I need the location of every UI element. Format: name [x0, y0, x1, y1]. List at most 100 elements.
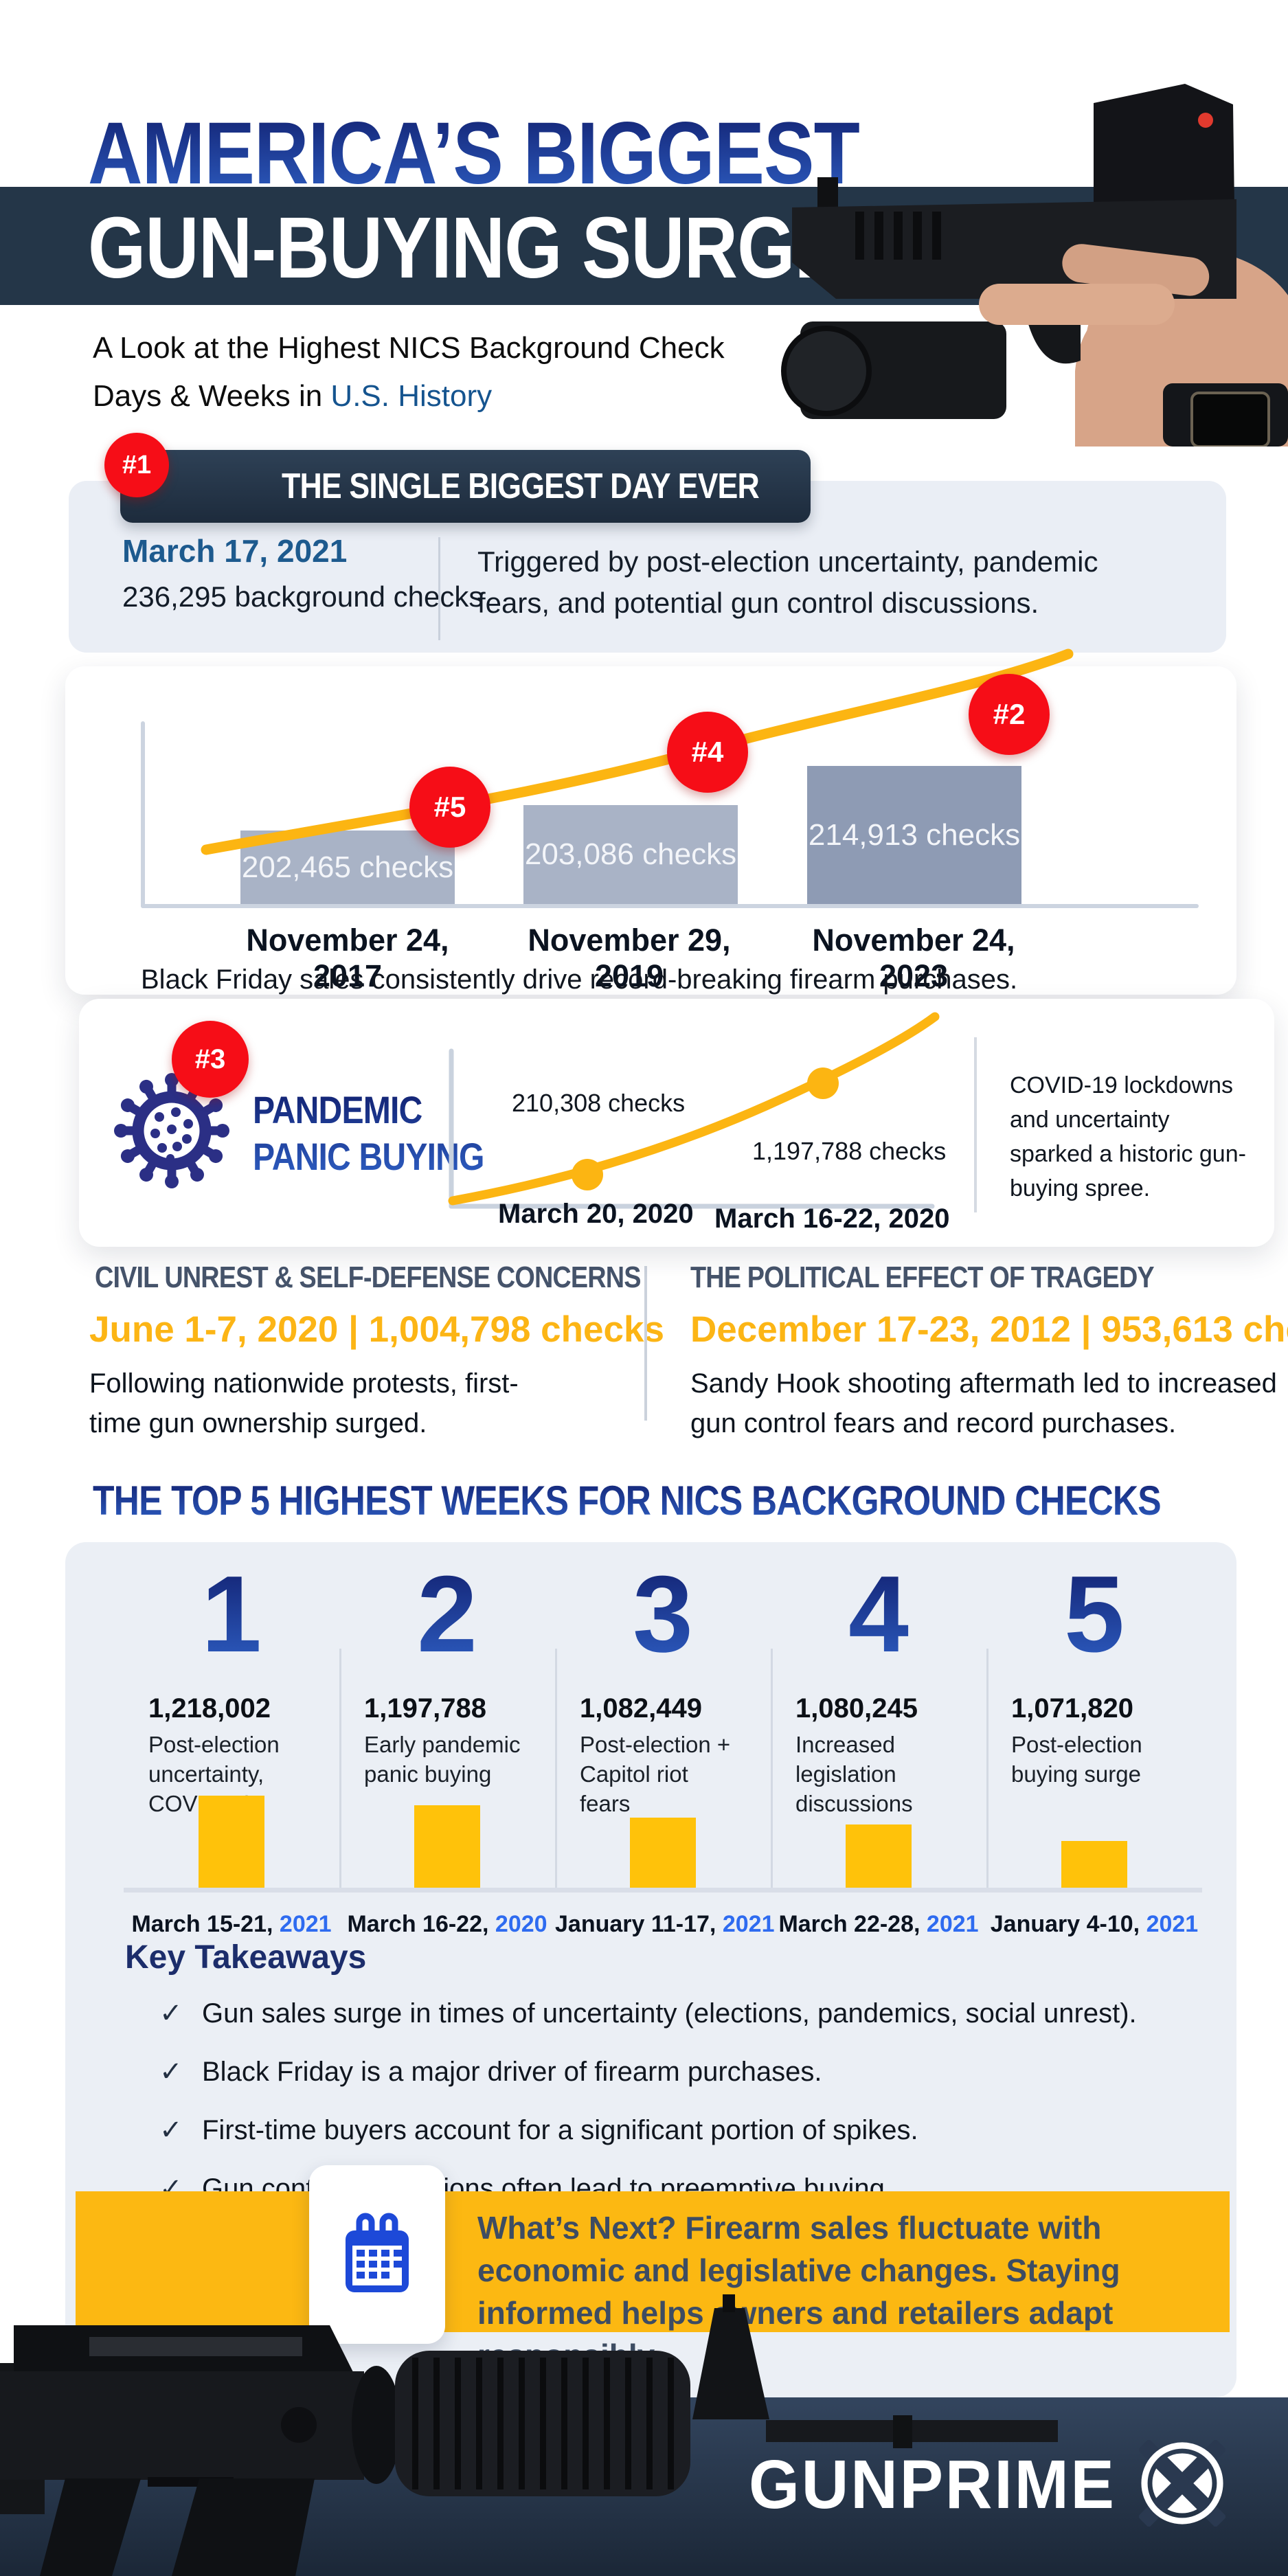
vertical-divider — [438, 537, 440, 640]
pandemic-point1-label: 210,308 checks — [512, 1089, 686, 1117]
chart-x-axis — [141, 904, 1199, 908]
page-title-line2: GUN-BUYING SURGES — [88, 199, 893, 296]
tragedy-stat: December 17-23, 2012 | 953,613 checks — [690, 1309, 1288, 1350]
check-icon: ✓ — [159, 2115, 183, 2145]
rank-badge-3: #3 — [172, 1021, 249, 1098]
takeaways-title: Key Takeaways — [125, 1939, 367, 1976]
week-description: Increased legislation discussions — [795, 1732, 913, 1816]
top5-column-1: 1 1,218,002 Post-election uncertainty, C… — [124, 1556, 339, 1913]
calendar-card — [309, 2165, 445, 2344]
week-date-4: March 22-28, 2021 — [771, 1911, 986, 1938]
virus-icon — [114, 1073, 229, 1188]
subtitle: A Look at the Highest NICS Background Ch… — [93, 324, 725, 420]
rank-badge-5: #5 — [409, 767, 490, 848]
black-friday-caption: Black Friday sales consistently drive re… — [141, 964, 1018, 995]
top5-bar-2 — [414, 1805, 480, 1888]
date-year: 2021 — [926, 1911, 979, 1937]
vertical-divider — [644, 1266, 647, 1421]
single-day-date: March 17, 2021 — [122, 533, 348, 569]
single-day-heading-bar: THE SINGLE BIGGEST DAY EVER — [120, 450, 811, 523]
week-date-1: March 15-21, 2021 — [124, 1911, 339, 1938]
trend-line — [201, 648, 1074, 855]
page-title-line1: AMERICA’S BIGGEST — [88, 104, 860, 203]
top5-bar-4 — [846, 1824, 912, 1888]
pandemic-description: COVID-19 lockdowns and uncertainty spark… — [1010, 1072, 1246, 1201]
black-friday-bar-2017: 202,465 checks — [240, 831, 455, 904]
top5-baseline — [124, 1888, 1202, 1893]
bar-date-2019: November 29, 2019 — [528, 923, 731, 993]
takeaway-item: ✓ Black Friday is a major driver of firea… — [159, 2056, 822, 2088]
top5-column-5: 5 1,071,820 Post-election buying surge — [986, 1556, 1202, 1913]
column-divider — [339, 1649, 341, 1889]
takeaway-text: First-time buyers account for a signific… — [202, 2115, 918, 2145]
date-text: January 11-17, — [555, 1911, 716, 1937]
brand-logo-text: GUNPRIME — [749, 2446, 1116, 2523]
civil-unrest-title: CIVIL UNREST & SELF-DEFENSE CONCERNS — [95, 1261, 641, 1294]
pistol-hero-image — [781, 84, 1288, 447]
date-text: March 22-28, — [778, 1911, 920, 1937]
week-date-2: March 16-22, 2020 — [339, 1911, 555, 1938]
rank-badge-1: #1 — [104, 433, 169, 497]
civil-unrest-description: Following nationwide protests, first-tim… — [89, 1368, 519, 1438]
rank-number: 4 — [771, 1556, 986, 1673]
subtitle-line2: Days & Weeks in — [93, 379, 331, 413]
rifle-image — [0, 2294, 1058, 2576]
brand-logo-mark — [1139, 2440, 1225, 2527]
pandemic-line-chart — [448, 1012, 940, 1209]
week-value: 1,082,449 — [580, 1693, 702, 1724]
rank-number: 2 — [339, 1556, 555, 1673]
pandemic-title-line1: PANDEMIC — [253, 1088, 422, 1131]
week-date-3: January 11-17, 2021 — [555, 1911, 774, 1938]
top5-title: THE TOP 5 HIGHEST WEEKS FOR NICS BACKGRO… — [93, 1478, 1162, 1524]
civil-unrest-stat: June 1-7, 2020 | 1,004,798 checks — [89, 1309, 664, 1350]
bar-date-2023: November 24, 2023 — [812, 923, 1015, 993]
whats-next-banner — [76, 2191, 1230, 2332]
pandemic-point2-date: March 16-22, 2020 — [714, 1204, 950, 1234]
subtitle-highlight: U.S. History — [330, 379, 493, 413]
rank-number: 3 — [555, 1556, 771, 1673]
week-date-5: January 4-10, 2021 — [986, 1911, 1202, 1938]
week-description: Post-election uncertainty, COVID-19 — [148, 1732, 280, 1816]
chart-y-axis — [141, 721, 145, 908]
subtitle-line1: A Look at the Highest NICS Background Ch… — [93, 331, 725, 365]
tragedy-title: THE POLITICAL EFFECT OF TRAGEDY — [690, 1261, 1155, 1294]
check-icon: ✓ — [159, 1998, 183, 2029]
bar-value-label: 202,465 checks — [241, 850, 454, 884]
date-year: 2021 — [1146, 1911, 1199, 1937]
column-divider — [986, 1649, 988, 1889]
calendar-icon — [346, 2213, 409, 2292]
week-description: Post-election buying surge — [1011, 1732, 1142, 1787]
week-value: 1,071,820 — [1011, 1693, 1133, 1724]
week-description: Post-election + Capitol riot fears — [580, 1732, 731, 1816]
top5-column-4: 4 1,080,245 Increased legislation discus… — [771, 1556, 986, 1913]
week-value: 1,080,245 — [795, 1693, 918, 1724]
pandemic-point2-label: 1,197,788 checks — [752, 1137, 947, 1165]
takeaway-text: Gun sales surge in times of uncertainty … — [202, 1998, 1137, 2029]
black-friday-bar-2023: 214,913 checks — [807, 766, 1021, 904]
single-day-heading: THE SINGLE BIGGEST DAY EVER — [282, 466, 760, 506]
single-day-description: Triggered by post-election uncertainty, … — [477, 545, 1098, 619]
bar-value-label: 214,913 checks — [808, 817, 1021, 852]
rank-number: 5 — [986, 1556, 1202, 1673]
black-friday-bar-2019: 203,086 checks — [523, 805, 738, 904]
vertical-divider — [974, 1037, 977, 1212]
date-year: 2021 — [722, 1911, 775, 1937]
column-divider — [771, 1649, 773, 1889]
rank-badge-4: #4 — [667, 712, 748, 793]
top5-bar-3 — [630, 1818, 696, 1888]
takeaway-item: ✓ First-time buyers account for a signifi… — [159, 2114, 918, 2146]
date-text: March 16-22, — [347, 1911, 489, 1937]
week-value: 1,197,788 — [364, 1693, 486, 1724]
bar-value-label: 203,086 checks — [524, 837, 737, 871]
single-day-stat: 236,295 background checks — [122, 580, 484, 613]
top5-column-3: 3 1,082,449 Post-election + Capitol riot… — [555, 1556, 771, 1913]
date-year: 2020 — [495, 1911, 547, 1937]
date-year: 2021 — [279, 1911, 332, 1937]
week-value: 1,218,002 — [148, 1693, 271, 1724]
date-text: March 15-21, — [131, 1911, 273, 1937]
takeaway-text: Black Friday is a major driver of firear… — [202, 2057, 822, 2087]
bar-date-2017: November 24, 2017 — [246, 923, 449, 993]
week-description: Early pandemic panic buying — [364, 1732, 521, 1787]
check-icon: ✓ — [159, 2057, 183, 2087]
